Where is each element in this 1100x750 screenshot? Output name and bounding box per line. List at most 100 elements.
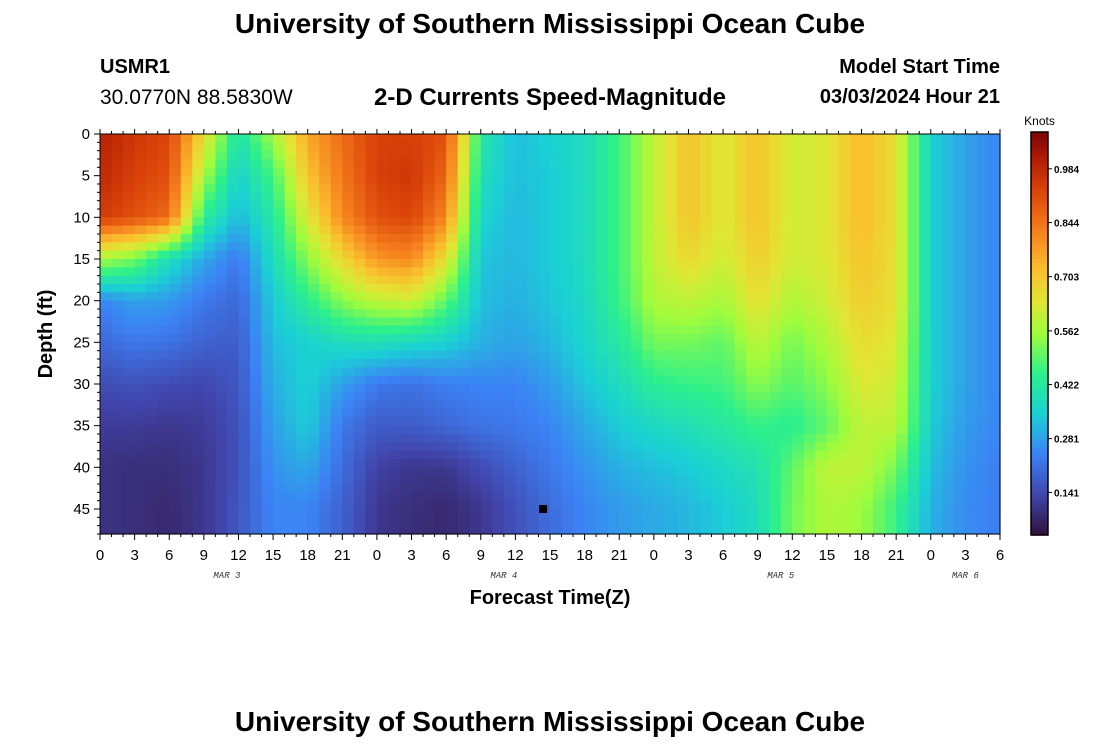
heatmap-cell [180, 500, 193, 510]
heatmap-cell [734, 467, 747, 477]
heatmap-cell [965, 317, 978, 327]
heatmap-cell [273, 184, 286, 193]
heatmap-cell [584, 359, 597, 368]
heatmap-cell [203, 434, 216, 443]
heatmap-cell [192, 400, 205, 410]
y-tick-label: 0 [82, 126, 90, 143]
heatmap-cell [480, 359, 493, 368]
heatmap-cell [388, 417, 401, 427]
heatmap-cell [400, 484, 413, 493]
heatmap-cell [434, 459, 447, 468]
heatmap-cell [896, 392, 909, 402]
heatmap-cell [238, 200, 251, 210]
heatmap-cell [400, 509, 413, 518]
heatmap-cell [976, 225, 990, 235]
heatmap-cell [411, 417, 424, 427]
heatmap-cell [203, 400, 216, 410]
heatmap-cell [307, 242, 320, 252]
heatmap-cell [596, 459, 609, 468]
heatmap-cell [342, 275, 355, 285]
heatmap-cell [446, 167, 459, 177]
heatmap-cell [319, 517, 332, 527]
x-tick-label: 0 [650, 547, 658, 564]
heatmap-cell [688, 275, 701, 285]
heatmap-cell [653, 392, 666, 402]
heatmap-cell [573, 292, 586, 302]
heatmap-cell [930, 509, 943, 518]
heatmap-cell [734, 350, 747, 360]
heatmap-cell [607, 325, 620, 335]
heatmap-cell [192, 184, 205, 193]
heatmap-cell [319, 384, 332, 393]
heatmap-cell [111, 325, 124, 335]
heatmap-cell [838, 400, 851, 410]
heatmap-cell [342, 225, 355, 235]
heatmap-cell [642, 384, 655, 393]
heatmap-cell [838, 525, 851, 535]
heatmap-cell [457, 134, 470, 143]
heatmap-cell [642, 167, 655, 177]
heatmap-cell [226, 442, 240, 452]
heatmap-cell [434, 475, 447, 485]
heatmap-cell [734, 175, 747, 185]
heatmap-cell [526, 492, 540, 502]
heatmap-cell [423, 200, 436, 210]
colorbar-swatch [1031, 286, 1048, 291]
heatmap-cell [434, 234, 447, 243]
heatmap-cell [307, 142, 320, 152]
heatmap-cell [434, 525, 447, 535]
heatmap-cell [388, 425, 401, 435]
heatmap-cell [907, 275, 920, 285]
heatmap-cell [630, 284, 643, 293]
colorbar-tick-label: 0.984 [1054, 165, 1079, 176]
heatmap-cell [261, 392, 274, 402]
heatmap-cell [976, 184, 990, 193]
heatmap-cell [411, 450, 424, 460]
heatmap-cell [215, 484, 228, 493]
heatmap-cell [596, 367, 609, 377]
heatmap-cell [146, 150, 159, 160]
heatmap-cell [573, 467, 586, 477]
heatmap-cell [930, 450, 943, 460]
heatmap-cell [769, 159, 782, 168]
heatmap-cell [607, 184, 620, 193]
heatmap-cell [215, 442, 228, 452]
heatmap-cell [261, 500, 274, 510]
heatmap-cell [630, 250, 643, 260]
heatmap-cell [215, 359, 228, 368]
heatmap-cell [746, 250, 759, 260]
heatmap-cell [607, 367, 620, 377]
heatmap-cell [757, 134, 770, 143]
heatmap-cell [815, 500, 828, 510]
heatmap-cell [630, 334, 643, 343]
heatmap-cell [803, 359, 816, 368]
heatmap-cell [365, 234, 378, 243]
heatmap-cell [780, 325, 793, 335]
heatmap-cell [665, 334, 678, 343]
heatmap-cell [250, 517, 263, 527]
heatmap-cell [342, 434, 355, 443]
heatmap-cell [238, 484, 251, 493]
heatmap-cell [976, 509, 990, 518]
heatmap-cell [826, 217, 840, 227]
heatmap-cell [896, 350, 909, 360]
heatmap-cell [930, 284, 943, 293]
heatmap-cell [815, 459, 828, 468]
heatmap-cell [596, 192, 609, 202]
colorbar-swatch [1031, 135, 1048, 140]
heatmap-cell [469, 167, 482, 177]
heatmap-cell [884, 417, 897, 427]
heatmap-cell [215, 475, 228, 485]
heatmap-cell [480, 375, 493, 385]
heatmap-cell [619, 292, 632, 302]
heatmap-cell [180, 300, 193, 310]
heatmap-cell [215, 250, 228, 260]
heatmap-cell [307, 292, 320, 302]
heatmap-cell [526, 284, 540, 293]
heatmap-cell [296, 392, 309, 402]
heatmap-cell [919, 375, 932, 385]
heatmap-cell [653, 159, 666, 168]
heatmap-cell [515, 409, 528, 418]
heatmap-cell [630, 309, 643, 318]
colorbar-swatch [1031, 132, 1048, 136]
